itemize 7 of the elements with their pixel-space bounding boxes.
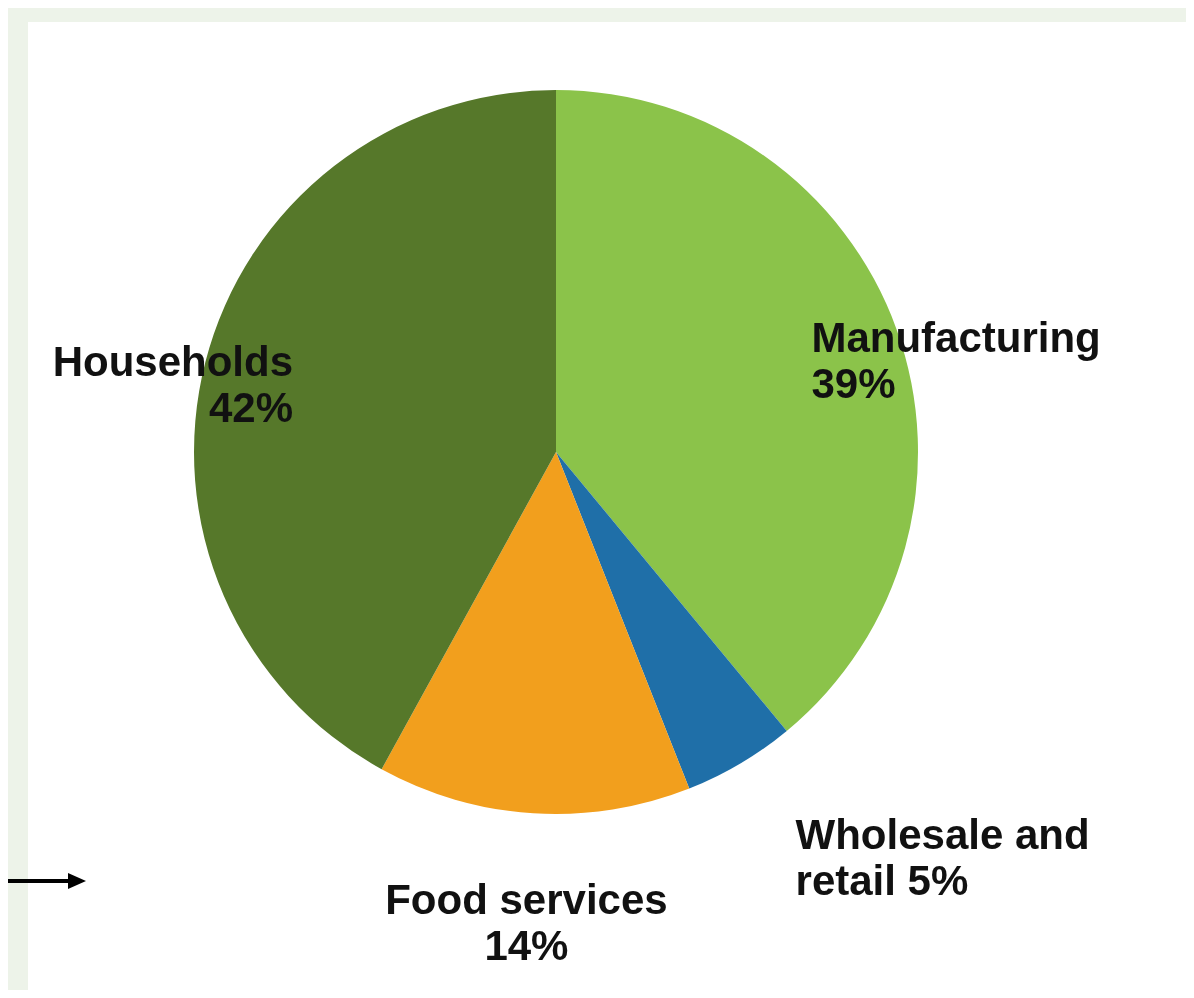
data-label: 14%	[484, 921, 569, 969]
data-label: 39%	[811, 359, 896, 407]
pie-slice	[556, 452, 787, 789]
pie-slice	[381, 452, 690, 814]
slice-label: Wholesale and retail 5%	[795, 810, 1090, 904]
slice-label: Food services	[385, 875, 668, 923]
data-label: 42%	[208, 383, 294, 431]
